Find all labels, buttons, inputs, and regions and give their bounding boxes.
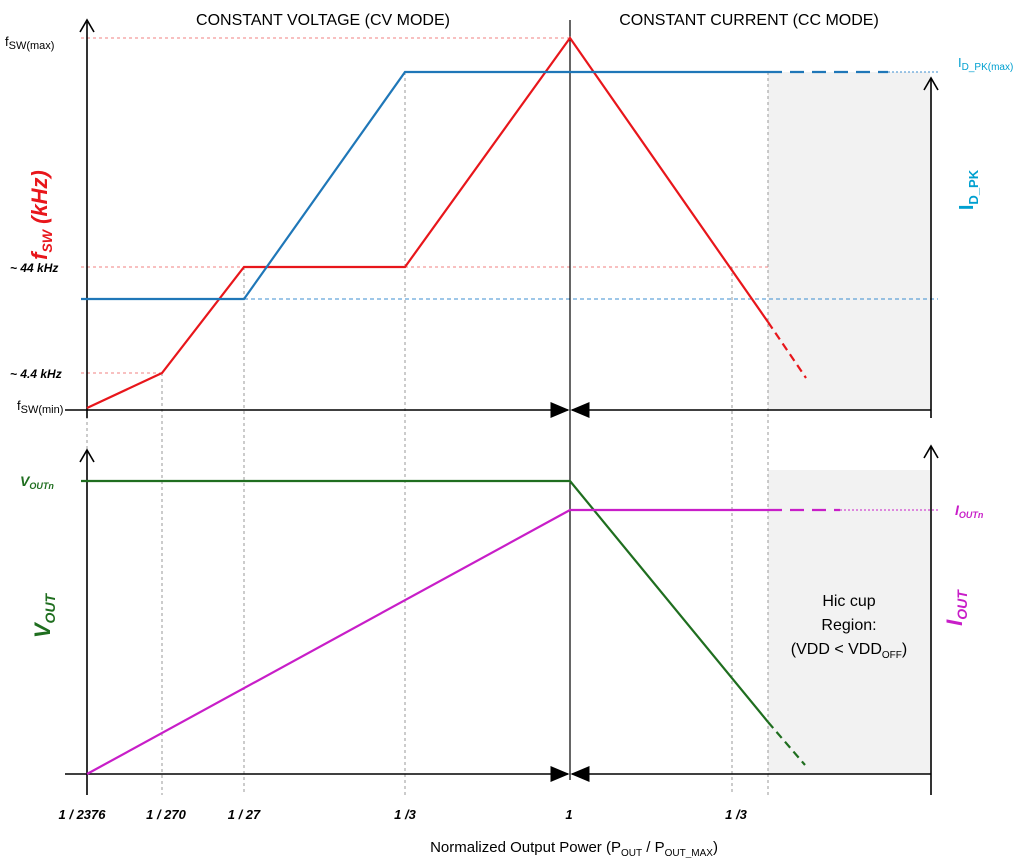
fsw-guides <box>81 37 768 374</box>
idpk-max-label: ID_PK(max) <box>958 55 1013 73</box>
vout-curve-dashed <box>767 721 806 766</box>
fsw-axis-title: fSW (kHz) <box>27 170 55 260</box>
fsw-min-label: fSW(min) <box>17 398 63 416</box>
iout-axis-title: IOUT <box>942 589 970 626</box>
fsw-max-label: fSW(max) <box>5 34 54 52</box>
fsw-curve <box>86 36 769 409</box>
x-tick-label: 1 /3 <box>725 807 747 822</box>
vout-curve <box>81 479 769 723</box>
top-axes <box>65 18 939 418</box>
x-tick-label: 1 <box>565 807 572 822</box>
svg-text:fSW (kHz): fSW (kHz) <box>27 170 55 260</box>
x-tick-label: 1 / 2376 <box>59 807 107 822</box>
x-tick-label: 1 / 270 <box>146 807 187 822</box>
svg-text:IOUT: IOUT <box>942 589 970 626</box>
x-axis-title: Normalized Output Power (POUT / POUT_MAX… <box>430 839 718 858</box>
x-tick-labels: 1 / 2376 1 / 270 1 / 27 1 /3 1 1 /3 <box>59 807 748 822</box>
voutn-label: VOUTn <box>20 473 54 491</box>
idpk-guides <box>244 71 938 300</box>
idpk-curve <box>81 70 768 301</box>
svg-text:VOUT: VOUT <box>30 592 58 638</box>
hiccup-region-bottom <box>768 470 930 774</box>
vertical-guides <box>86 72 769 795</box>
svg-text:Region:: Region: <box>821 617 876 634</box>
fsw-curve-dashed <box>767 321 807 379</box>
svg-text:Hic cup: Hic cup <box>822 593 875 610</box>
svg-text:(VDD < VDDOFF): (VDD < VDDOFF) <box>791 641 907 661</box>
iout-curve <box>86 508 768 775</box>
cc-mode-title: CONSTANT CURRENT (CC MODE) <box>619 12 879 29</box>
fsw-44khz-label: ~ 44 kHz <box>10 261 58 275</box>
idpk-axis-title: ID_PK <box>956 169 981 210</box>
hiccup-region-top <box>768 72 930 410</box>
hiccup-note: Hic cup Region: (VDD < VDDOFF) <box>791 593 907 661</box>
bottom-axes <box>65 444 939 795</box>
vout-axis-title: VOUT <box>30 592 58 638</box>
svg-text:ID_PK: ID_PK <box>956 169 981 210</box>
x-tick-label: 1 / 27 <box>228 807 261 822</box>
x-tick-label: 1 /3 <box>394 807 416 822</box>
fsw-4-4khz-label: ~ 4.4 kHz <box>10 367 62 381</box>
ioutn-label: IOUTn <box>955 502 984 520</box>
cv-mode-title: CONSTANT VOLTAGE (CV MODE) <box>196 12 450 29</box>
